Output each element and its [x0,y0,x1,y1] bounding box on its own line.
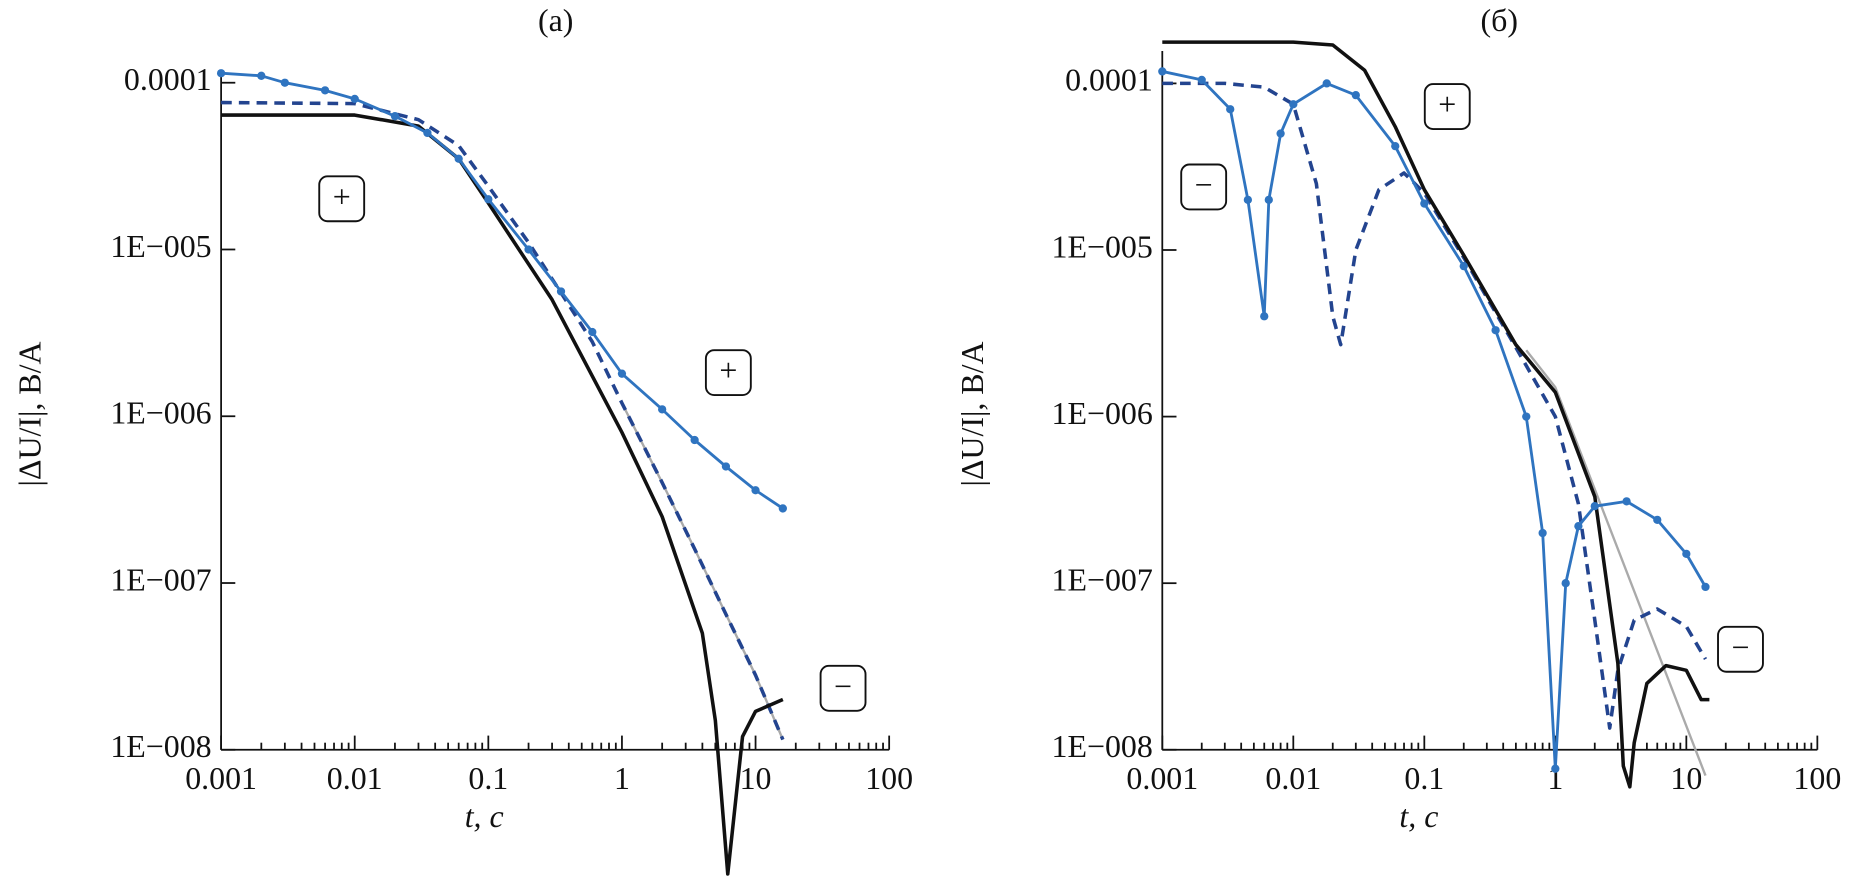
annotation-box [1180,163,1228,211]
series-marker [257,71,266,80]
series-marker [216,69,226,78]
annotation: − [834,669,852,704]
series-line [1162,70,1707,771]
y-tick-label: 1E−008 [1052,729,1153,764]
series-marker [1322,79,1331,88]
series-marker [1459,262,1468,271]
y-tick-label: 1E−007 [110,562,211,597]
series-marker [280,78,289,87]
series-marker [1622,497,1631,506]
y-tick-label: 0.0001 [1065,63,1153,98]
series-marker [690,435,699,445]
y-tick-label: 1E−006 [110,396,211,431]
annotation-box [318,175,366,223]
series-marker [454,154,463,163]
series-marker [484,195,493,204]
series-marker [1551,764,1560,773]
series-marker [658,405,667,414]
x-tick-label: 0.1 [1404,761,1444,796]
x-tick-label: 100 [865,761,913,796]
series-marker [778,504,787,513]
y-tick-label: 0.0001 [124,62,212,97]
annotation: + [719,353,737,388]
annotation: − [1195,167,1213,202]
series-marker [1226,105,1235,114]
x-tick-label: 10 [1670,761,1702,796]
panel: (б)|ΔU/I|, В/Аt, с0.001 0.01 0.1 1 10 1001E−0… [955,3,1841,834]
series-marker [350,94,359,104]
series-marker [1264,195,1273,204]
series-marker [1420,199,1429,208]
series-marker [721,462,731,471]
annotation: + [1438,87,1456,122]
panel: (а) |ΔU/I|, В/А t, с 0.001 0.01 0.1 1 10 100 1E−0… [12,3,913,876]
series-marker [1158,67,1167,76]
series-marker [1653,515,1662,524]
x-tick-label: 0.001 [185,761,257,796]
annotation-box [1717,625,1764,673]
x-tick-label: 0.01 [327,761,383,796]
series-line [1162,40,1710,789]
x-tick-label: 0.01 [1265,761,1321,796]
series-line [1525,349,1707,776]
series-marker [1682,549,1691,558]
series-marker [588,327,597,337]
y-tick-label: 1E−006 [1052,396,1153,431]
series-marker [1276,129,1285,138]
series-marker [524,245,533,254]
series-line [221,71,784,510]
series-marker [1197,75,1206,85]
x-axis-label: t, с [465,799,504,834]
y-tick-label: 1E−005 [110,229,211,264]
series-marker [1522,412,1531,421]
series-marker [617,369,627,378]
series-marker [751,486,760,495]
series-marker [1561,579,1570,588]
annotation: + [333,179,351,214]
series-marker [320,86,330,95]
series-marker [1590,502,1599,511]
series-marker [423,128,432,138]
panel-title: (б) [1481,3,1518,38]
x-tick-label: 0.1 [468,761,508,796]
x-tick-label: 1 [614,761,630,796]
y-tick-label: 1E−007 [1052,563,1153,598]
series-marker [556,287,566,296]
x-tick-label: 10 [740,761,772,796]
series-marker [1260,312,1269,321]
annotation-box [704,349,752,397]
annotation: − [1731,630,1749,665]
series-marker [1701,582,1710,592]
series-marker [1538,528,1547,538]
series-marker [1243,195,1253,204]
y-axis-label: |ΔU/I|, В/А [12,341,47,486]
y-tick-label: 1E−005 [1052,229,1153,264]
panel-title: (а) [538,3,573,38]
series-marker [1351,91,1360,100]
series-marker [1289,100,1298,109]
series-marker [1391,142,1400,151]
y-axis-label: |ΔU/I|, В/А [955,341,990,486]
x-axis-label: t, с [1399,799,1438,834]
series-marker [1574,522,1583,531]
x-tick-label: 0.001 [1126,761,1198,796]
y-tick-label: 1E−008 [110,729,211,764]
series-line [221,100,785,741]
annotation-box [1423,83,1471,130]
x-tick-label: 100 [1793,761,1841,796]
series-marker [390,112,400,121]
annotation-box [819,664,867,712]
series-marker [1491,326,1500,335]
